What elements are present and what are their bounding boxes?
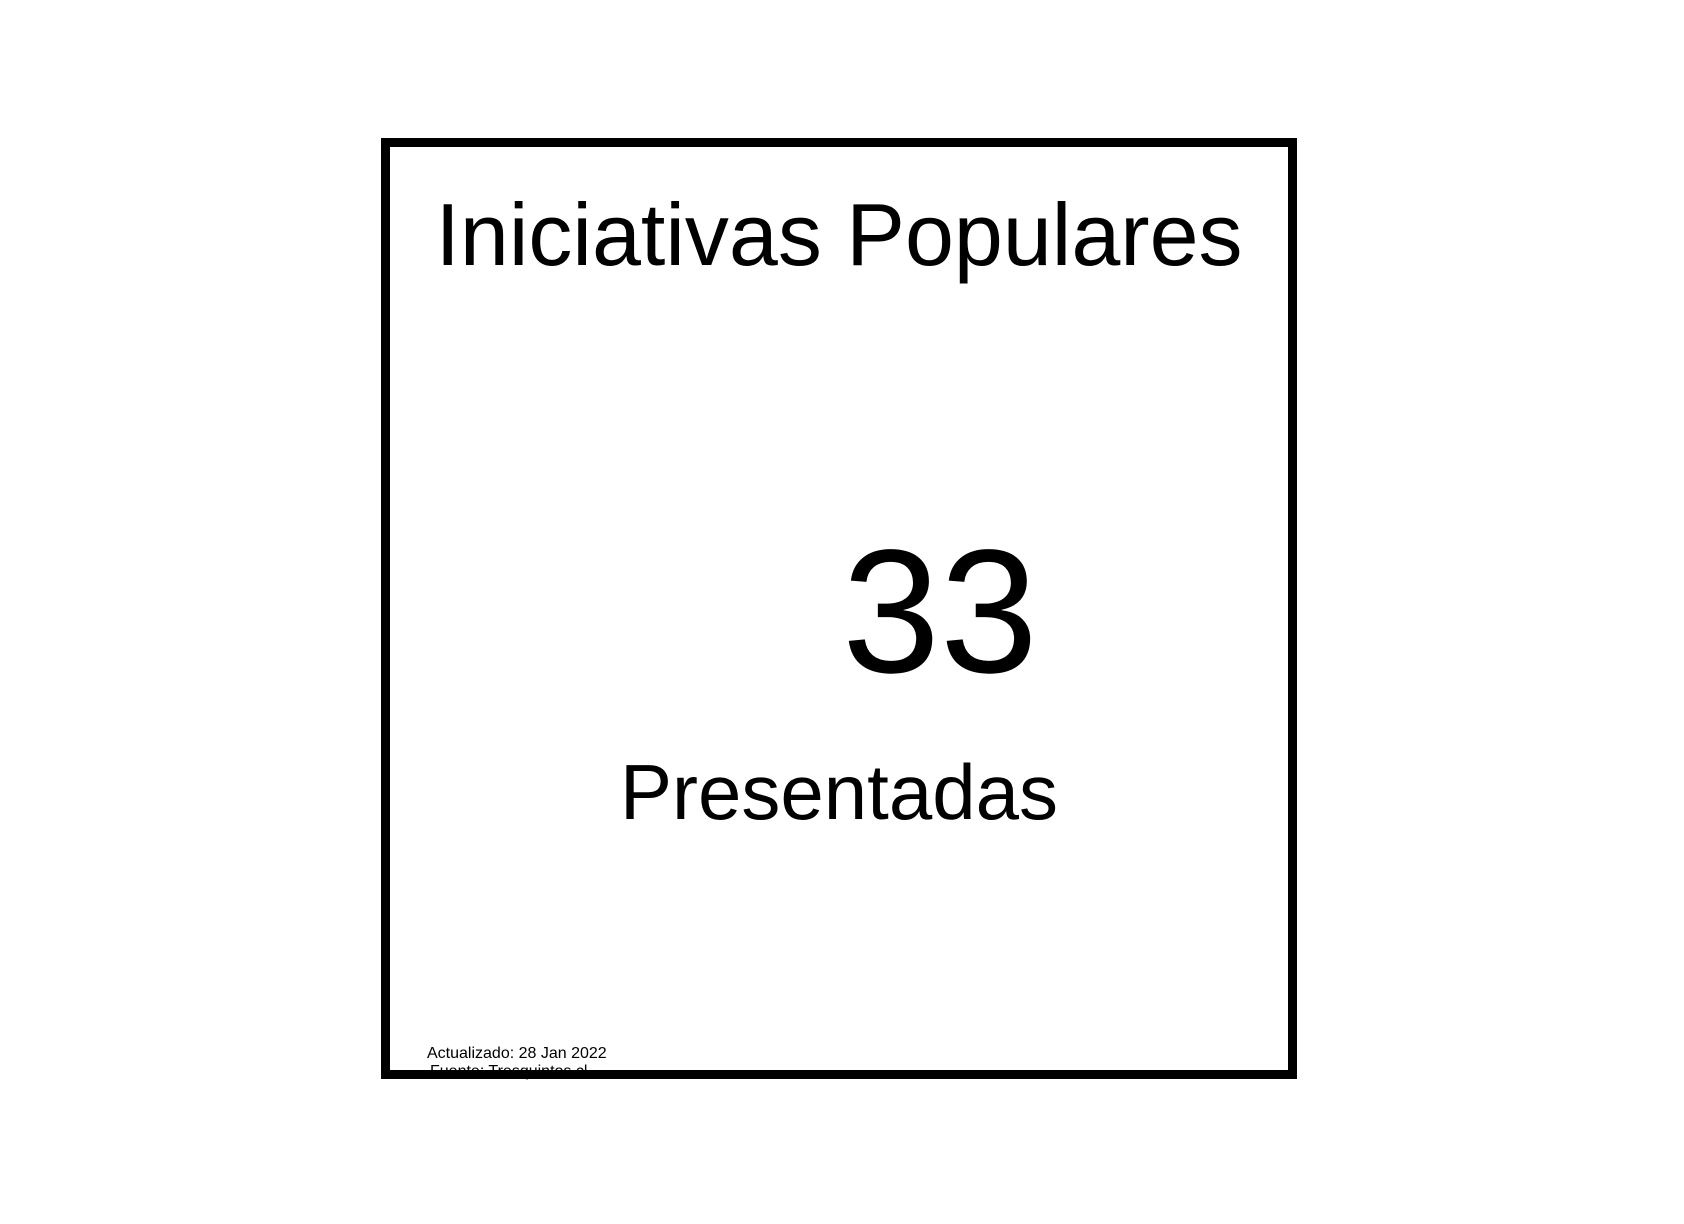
source-credit: Fuente: Tresquintos.cl [430, 1063, 588, 1080]
kpi-card: Iniciativas Populares 33 Presentadas Act… [381, 138, 1297, 1081]
card-title: Iniciativas Populares [435, 185, 1243, 284]
updated-date: Actualizado: 28 Jan 2022 [427, 1045, 607, 1062]
metric-value: 33 [842, 514, 1038, 710]
metric-caption: Presentadas [620, 748, 1058, 836]
card-footer: Actualizado: 28 Jan 2022 Fuente: Tresqui… [427, 1045, 607, 1081]
